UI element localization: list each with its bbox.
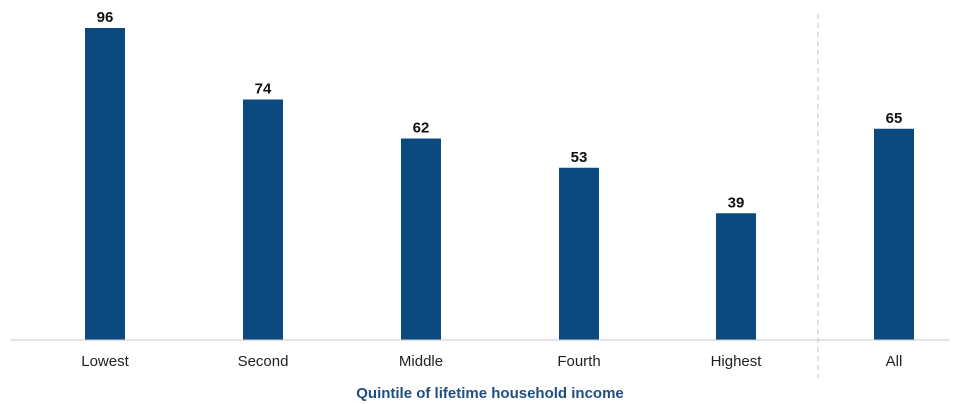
value-label-lowest: 96 xyxy=(97,9,114,26)
bar-middle xyxy=(401,138,441,340)
bar-highest xyxy=(716,213,756,340)
bar-second xyxy=(243,99,283,340)
tick-label-highest: Highest xyxy=(711,353,763,370)
value-label-second: 74 xyxy=(255,81,272,98)
tick-label-lowest: Lowest xyxy=(81,353,129,370)
value-label-all: 65 xyxy=(886,110,903,127)
bar-lowest xyxy=(85,28,125,340)
bar-fourth xyxy=(559,167,599,340)
tick-label-middle: Middle xyxy=(399,353,443,370)
tick-label-all: All xyxy=(886,353,903,370)
x-tick-labels-group: Lowest Second Middle Fourth Highest All xyxy=(81,353,902,370)
value-label-middle: 62 xyxy=(413,120,430,137)
value-label-highest: 39 xyxy=(728,194,745,211)
tick-label-fourth: Fourth xyxy=(557,353,600,370)
x-axis-title: Quintile of lifetime household income xyxy=(356,385,624,402)
value-label-fourth: 53 xyxy=(571,149,588,166)
bars-group xyxy=(85,28,914,340)
bar-all xyxy=(874,128,914,340)
value-labels-group: 96 74 62 53 39 65 xyxy=(97,9,903,211)
tick-label-second: Second xyxy=(238,353,289,370)
